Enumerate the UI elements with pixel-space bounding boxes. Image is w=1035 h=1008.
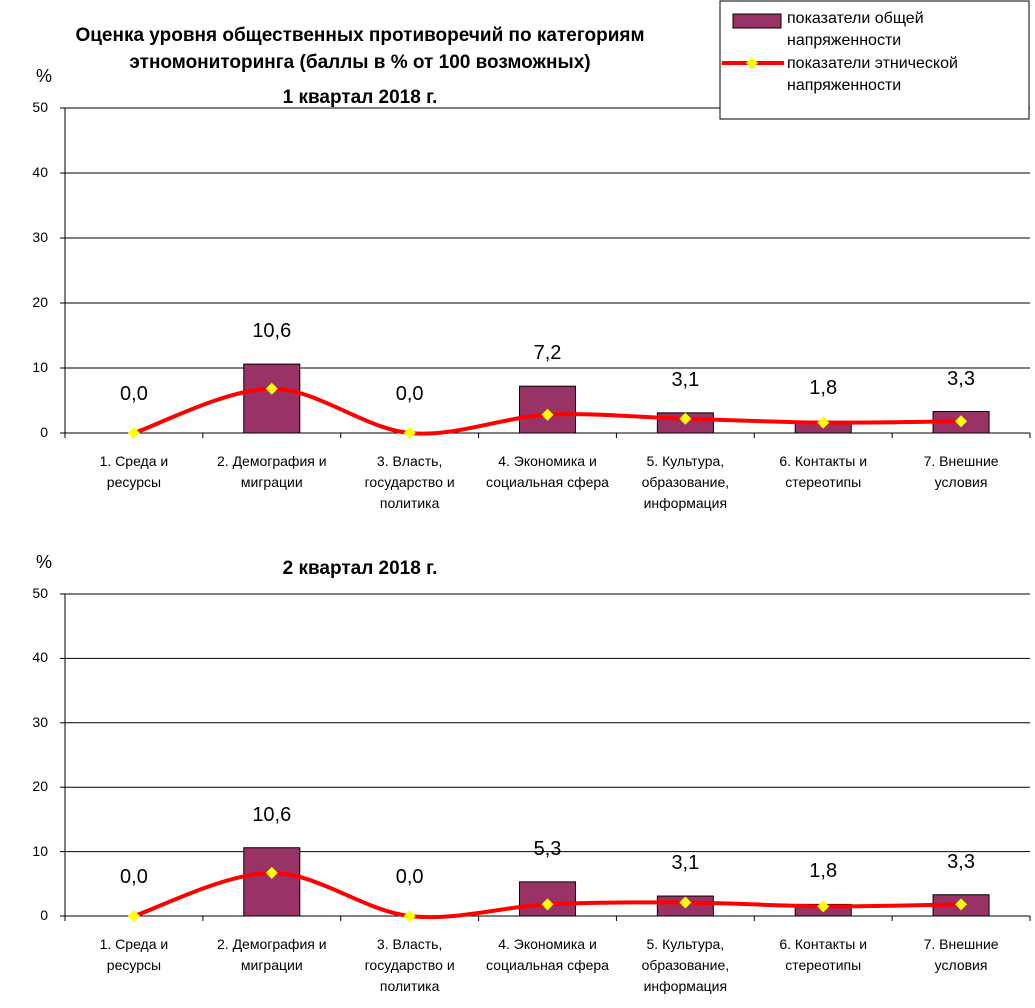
x-tick-label: 7. Внешние условия [923, 453, 999, 490]
line-marker [541, 898, 554, 911]
x-tick-label: 3. Власть, государство и политика [364, 453, 455, 511]
legend-label: показатели общей напряженности [787, 10, 924, 49]
line-marker [817, 900, 830, 913]
y-tick-label: 10 [32, 359, 48, 375]
y-tick-label: 40 [32, 649, 48, 666]
line-marker [127, 427, 140, 439]
y-tick-label: 30 [32, 229, 48, 245]
line-marker [679, 896, 692, 909]
value-label: 0,0 [120, 866, 148, 888]
x-tick-label: 6. Контакты и стереотипы [779, 453, 868, 490]
y-tick-label: 0 [40, 907, 48, 923]
y-axis-label: % [35, 552, 52, 572]
chart-title: Оценка уровня общественных противоречий … [75, 25, 645, 73]
chart-subtitle: 2 квартал 2018 г. [282, 558, 438, 579]
value-label: 1,8 [809, 377, 838, 400]
value-label: 3,1 [671, 852, 700, 875]
value-label: 0,0 [120, 383, 148, 405]
y-axis-label: % [35, 66, 52, 86]
x-tick-label: 5. Культура, образование, информация [641, 453, 730, 511]
legend-marker [746, 57, 758, 69]
y-tick-label: 20 [32, 778, 48, 795]
value-label: 3,3 [947, 850, 975, 873]
value-label: 10,6 [252, 803, 292, 826]
x-tick-label: 5. Культура, образование, информация [641, 936, 730, 994]
x-tick-label: 2. Демография и миграции [217, 936, 327, 973]
legend-swatch [732, 13, 782, 29]
chart-subtitle: 1 квартал 2018 г. [282, 87, 438, 108]
x-tick-label: 7. Внешние условия [923, 936, 999, 973]
value-label: 5,3 [533, 837, 562, 860]
y-tick-label: 10 [32, 842, 48, 859]
line-marker [265, 866, 278, 879]
x-tick-label: 1. Среда и ресурсы [99, 453, 169, 490]
y-tick-label: 20 [32, 294, 48, 310]
x-tick-label: 4. Экономика и социальная сфера [486, 453, 609, 490]
line-marker [817, 416, 830, 429]
line-marker [265, 382, 278, 395]
bar [243, 847, 301, 917]
y-tick-label: 50 [32, 585, 48, 601]
line-marker [403, 427, 416, 439]
line-marker [127, 910, 140, 922]
value-label: 3,3 [947, 367, 975, 390]
y-tick-label: 0 [40, 424, 48, 440]
value-label: 7,2 [533, 342, 562, 365]
value-label: 0,0 [395, 383, 424, 405]
value-label: 3,1 [671, 368, 700, 391]
x-tick-label: 1. Среда и ресурсы [99, 936, 169, 973]
y-tick-label: 50 [32, 99, 48, 115]
x-tick-label: 2. Демография и миграции [217, 453, 327, 490]
value-label: 1,8 [809, 860, 838, 883]
x-tick-label: 4. Экономика и социальная сфера [486, 936, 609, 973]
line-marker [403, 910, 416, 922]
value-label: 0,0 [395, 866, 424, 888]
bar [243, 363, 301, 434]
x-tick-label: 6. Контакты и стереотипы [779, 936, 868, 973]
value-label: 10,6 [252, 320, 292, 343]
line-marker [679, 412, 692, 425]
legend-label: показатели этнической напряженности [787, 55, 958, 94]
line-marker [955, 415, 968, 428]
x-tick-label: 3. Власть, государство и политика [364, 936, 455, 994]
y-tick-label: 40 [32, 164, 48, 180]
y-tick-label: 30 [32, 713, 48, 730]
line-marker [541, 408, 554, 421]
line-marker [955, 898, 968, 911]
